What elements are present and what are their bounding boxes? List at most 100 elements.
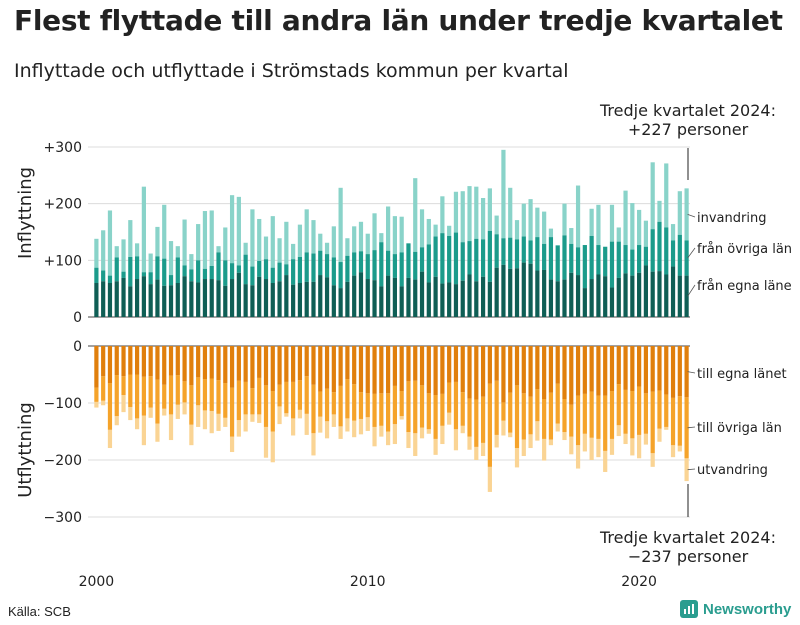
out-bar-abroad [209, 410, 214, 434]
in-bar-domestic [141, 272, 146, 277]
out-bar-domestic [542, 399, 547, 439]
out-bar-local [596, 346, 601, 396]
out-bar-domestic [236, 380, 241, 421]
out-bar-domestic [189, 385, 194, 425]
out-bar-abroad [101, 400, 106, 406]
out-bar-local [623, 346, 628, 390]
in-bar-domestic [345, 255, 350, 282]
out-bar-local [460, 346, 465, 393]
out-bar-abroad [304, 413, 309, 435]
out-bar-domestic [657, 390, 662, 429]
in-bar-abroad [182, 219, 187, 266]
in-bar-local [603, 276, 608, 317]
in-bar-local [202, 279, 208, 317]
in-bar-domestic [229, 263, 235, 280]
in-bar-domestic [331, 257, 336, 286]
in-bar-local [243, 284, 248, 317]
out-y-tick-label: −200 [44, 453, 82, 469]
chart-title: Flest flyttade till andra län under tred… [14, 4, 783, 37]
out-bar-abroad [664, 426, 669, 430]
out-bar-abroad [413, 433, 418, 457]
in-bar-abroad [257, 218, 262, 261]
out-bar-domestic [392, 385, 397, 425]
out-bar-domestic [318, 391, 323, 417]
in-bar-abroad [352, 226, 357, 253]
out-bar-domestic [609, 391, 615, 439]
out-bar-local [277, 346, 282, 385]
out-bar-domestic [121, 376, 126, 396]
out-bar-domestic [562, 399, 567, 433]
out-bar-abroad [175, 404, 180, 419]
in-bar-abroad [664, 163, 669, 228]
in-bar-local [521, 262, 526, 317]
out-bar-domestic [94, 387, 99, 402]
out-bar-abroad [399, 416, 404, 420]
in-bar-domestic [453, 232, 459, 285]
in-bar-domestic [508, 237, 513, 269]
in-bar-local [630, 275, 635, 317]
out-bar-abroad [270, 431, 275, 463]
x-tick-label: 2020 [621, 574, 657, 590]
in-bar-abroad [223, 227, 228, 261]
out-bar-local [216, 346, 221, 381]
in-bar-abroad [263, 236, 269, 260]
out-y-tick-label: 0 [73, 339, 82, 355]
out-bar-domestic [202, 379, 208, 411]
in-bar-local [453, 284, 459, 317]
legend-leader-line [687, 247, 696, 259]
out-bar-local [250, 346, 255, 389]
x-tick-label: 2000 [79, 574, 115, 590]
out-bar-domestic [141, 376, 146, 416]
in-bar-domestic [460, 242, 465, 281]
in-bar-domestic [168, 275, 174, 286]
out-bar-local [487, 346, 492, 384]
out-bar-local [630, 346, 635, 392]
in-bar-domestic [128, 256, 133, 287]
in-bar-local [304, 281, 309, 317]
in-bar-local [114, 281, 119, 317]
in-bar-domestic [304, 252, 309, 282]
out-bar-domestic [107, 383, 113, 430]
inflow-y-axis-label: Inflyttning [15, 167, 36, 259]
out-bar-local [657, 346, 662, 391]
in-bar-local [148, 284, 153, 317]
out-bar-abroad [440, 425, 445, 445]
in-bar-domestic [223, 260, 228, 286]
out-bar-abroad [596, 438, 601, 458]
out-bar-local [453, 346, 459, 382]
in-bar-abroad [107, 210, 113, 276]
in-bar-domestic [643, 246, 649, 266]
out-bar-abroad [345, 418, 350, 432]
out-bar-local [637, 346, 642, 387]
out-bar-local [480, 346, 486, 397]
out-bar-abroad [243, 414, 248, 432]
out-bar-abroad [474, 446, 479, 460]
in-bar-local [637, 272, 642, 317]
in-bar-domestic [623, 245, 628, 274]
in-bar-domestic [664, 227, 669, 275]
in-bar-local [623, 273, 628, 317]
out-bar-abroad [121, 395, 126, 413]
out-bar-abroad [352, 420, 357, 438]
out-bar-abroad [155, 423, 160, 442]
out-bar-domestic [304, 376, 309, 414]
in-bar-domestic [94, 267, 99, 283]
in-bar-local [650, 271, 655, 317]
in-bar-abroad [345, 238, 350, 256]
in-bar-domestic [148, 272, 153, 285]
in-bar-abroad [202, 211, 208, 269]
in-bar-local [677, 275, 682, 317]
out-bar-abroad [480, 442, 486, 457]
in-bar-abroad [168, 241, 174, 276]
out-bar-abroad [569, 436, 574, 455]
in-bar-local [657, 271, 662, 317]
out-bar-abroad [202, 410, 208, 430]
in-bar-abroad [480, 198, 486, 240]
in-bar-abroad [216, 246, 221, 253]
in-bar-local [263, 279, 269, 317]
brand-logo[interactable]: Newsworthy [680, 600, 791, 618]
out-bar-local [270, 346, 275, 392]
out-bar-abroad [134, 418, 140, 430]
out-bar-abroad [257, 414, 262, 423]
